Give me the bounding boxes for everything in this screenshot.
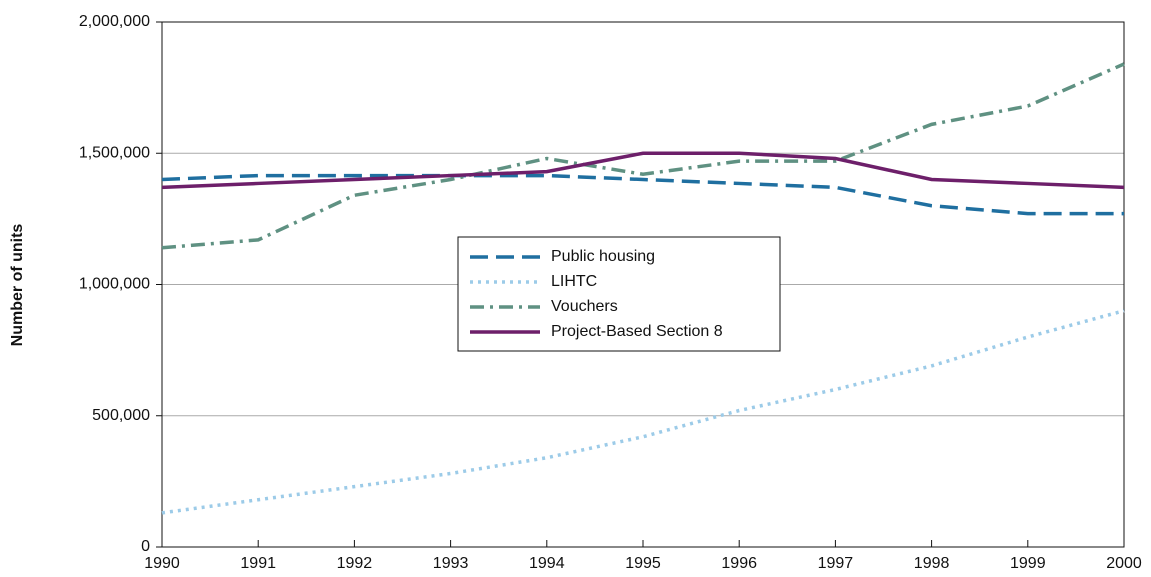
line-series [161, 309, 1125, 515]
legend-label: LIHTC [551, 273, 597, 290]
line-series [161, 173, 1124, 216]
y-tick-label: 1,500,000 [79, 144, 150, 161]
legend-label: Project-Based Section 8 [551, 323, 723, 340]
x-tick-label: 1993 [433, 555, 469, 572]
x-tick-label: 1998 [914, 555, 950, 572]
x-tick-label: 1991 [240, 555, 276, 572]
legend-label: Public housing [551, 248, 655, 265]
x-tick-label: 1999 [1010, 555, 1046, 572]
y-tick-label: 0 [141, 538, 150, 555]
x-tick-label: 1995 [625, 555, 661, 572]
y-tick-label: 1,000,000 [79, 276, 150, 293]
x-tick-label: 2000 [1106, 555, 1142, 572]
x-tick-label: 1992 [337, 555, 373, 572]
y-axis-label: Number of units [9, 224, 26, 347]
x-tick-label: 1996 [721, 555, 757, 572]
legend: Public housing LIHTC Vouchers Project-Based… [457, 236, 781, 352]
plot-frame [161, 21, 1125, 548]
x-tick-label: 1990 [144, 555, 180, 572]
x-tick-label: 1997 [818, 555, 854, 572]
y-tick-label: 500,000 [92, 407, 150, 424]
y-tick-label: 2,000,000 [79, 13, 150, 30]
x-tick-label: 1994 [529, 555, 565, 572]
line-series [161, 151, 1125, 190]
line-series [161, 62, 1125, 250]
legend-label: Vouchers [551, 298, 618, 315]
